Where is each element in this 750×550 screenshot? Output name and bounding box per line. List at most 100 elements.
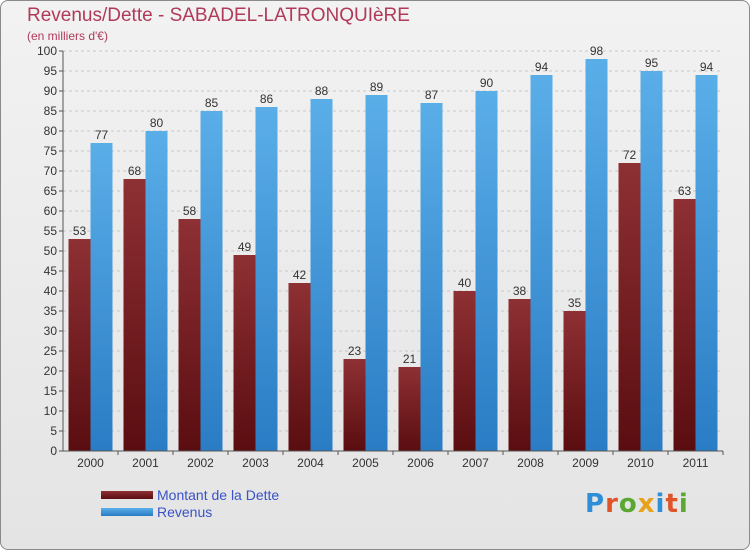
- proxiti-logo: Proxiti: [585, 489, 689, 519]
- bar-dette-2009: [563, 311, 586, 451]
- y-tick-label-95: 95: [44, 64, 58, 78]
- bar-dette-2007: [453, 291, 476, 451]
- bar-revenus-2008: [530, 75, 553, 451]
- bar-dette-2006: [398, 367, 421, 451]
- y-tick-label-80: 80: [44, 124, 58, 138]
- bar-revenus-2002: [200, 111, 223, 451]
- bar-dette-2002: [178, 219, 201, 451]
- x-tick-label-2006: 2006: [407, 456, 434, 470]
- bar-dette-2005: [343, 359, 366, 451]
- bar-dette-2010: [618, 163, 641, 451]
- y-tick-label-75: 75: [44, 144, 58, 158]
- data-label-dette-2007: 40: [458, 276, 472, 290]
- x-tick-label-2011: 2011: [683, 456, 709, 470]
- logo-letter: P: [585, 489, 606, 519]
- bar-dette-2004: [288, 283, 311, 451]
- data-label-dette-2010: 72: [623, 148, 637, 162]
- data-label-revenus-2001: 80: [150, 116, 164, 130]
- data-label-dette-2003: 49: [238, 240, 252, 254]
- y-tick-label-100: 100: [37, 44, 57, 58]
- legend-label-dette: Montant de la Dette: [157, 487, 280, 503]
- data-label-revenus-2000: 77: [95, 128, 109, 142]
- x-tick-label-2004: 2004: [297, 456, 324, 470]
- legend-label-revenus: Revenus: [157, 504, 213, 520]
- grid-lines: [63, 50, 723, 452]
- chart-subtitle: (en milliers d'€): [27, 29, 108, 43]
- data-label-revenus-2003: 86: [260, 92, 274, 106]
- data-label-revenus-2007: 90: [480, 76, 494, 90]
- y-tick-label-30: 30: [44, 324, 58, 338]
- data-label-revenus-2005: 89: [370, 80, 384, 94]
- data-label-dette-2002: 58: [183, 204, 197, 218]
- data-label-dette-2000: 53: [73, 224, 87, 238]
- x-tick-label-2007: 2007: [462, 456, 489, 470]
- y-tick-label-10: 10: [44, 404, 58, 418]
- x-tick-label-2002: 2002: [187, 456, 214, 470]
- x-tick-label-2001: 2001: [132, 456, 159, 470]
- bar-revenus-2003: [255, 107, 278, 451]
- y-tick-label-5: 5: [50, 424, 57, 438]
- data-label-dette-2001: 68: [128, 164, 142, 178]
- bar-revenus-2007: [475, 91, 498, 451]
- data-label-revenus-2009: 98: [590, 44, 604, 58]
- bar-revenus-2010: [640, 71, 663, 451]
- y-tick-label-70: 70: [44, 164, 58, 178]
- x-tick-label-2003: 2003: [242, 456, 269, 470]
- logo-letter: r: [605, 489, 619, 519]
- legend-swatch-revenus: [101, 508, 153, 516]
- data-labels: 53 77 68 80 58 85 49 86 42 88 23 89 21 87 40 90 38 94 35 98…: [73, 44, 714, 366]
- data-label-revenus-2002: 85: [205, 96, 219, 110]
- data-label-dette-2008: 38: [513, 284, 527, 298]
- data-label-dette-2004: 42: [293, 268, 307, 282]
- data-label-revenus-2011: 94: [700, 60, 714, 74]
- data-label-revenus-2004: 88: [315, 84, 329, 98]
- data-label-dette-2005: 23: [348, 344, 362, 358]
- bar-revenus-2004: [310, 99, 333, 451]
- bar-revenus-2001: [145, 131, 168, 451]
- y-tick-label-55: 55: [44, 224, 58, 238]
- x-tick-label-2000: 2000: [77, 456, 104, 470]
- bar-revenus-2000: [90, 143, 113, 451]
- y-tick-label-20: 20: [44, 364, 58, 378]
- y-tick-label-45: 45: [44, 264, 58, 278]
- logo-letter: t: [665, 489, 679, 519]
- logo-letter: i: [678, 489, 689, 519]
- bar-dette-2000: [68, 239, 91, 451]
- bar-revenus-2011: [695, 75, 718, 451]
- logo-letter: o: [618, 489, 638, 519]
- bars: [68, 59, 718, 451]
- bar-dette-2008: [508, 299, 531, 451]
- data-label-dette-2009: 35: [568, 296, 582, 310]
- y-tick-label-15: 15: [44, 384, 58, 398]
- data-label-revenus-2008: 94: [535, 60, 549, 74]
- chart-title: Revenus/Dette - SABADEL-LATRONQUIèRE: [27, 5, 410, 26]
- x-tick-label-2005: 2005: [352, 456, 379, 470]
- x-tick-label-2010: 2010: [627, 456, 654, 470]
- data-label-revenus-2006: 87: [425, 88, 439, 102]
- y-tick-label-85: 85: [44, 104, 58, 118]
- logo-letter: i: [655, 489, 666, 519]
- y-tick-label-60: 60: [44, 204, 58, 218]
- bar-dette-2001: [123, 179, 146, 451]
- data-label-revenus-2010: 95: [645, 56, 659, 70]
- data-label-dette-2011: 63: [678, 184, 692, 198]
- x-tick-label-2009: 2009: [572, 456, 599, 470]
- y-tick-label-25: 25: [44, 344, 58, 358]
- bar-revenus-2005: [365, 95, 388, 451]
- legend-swatch-dette: [101, 491, 153, 499]
- y-tick-label-35: 35: [44, 304, 58, 318]
- bar-dette-2011: [673, 199, 696, 451]
- axes: 0 5 10 15 20 25 30 35 40 45 50 55 60 65 70 75 80 85 90 95 10…: [37, 44, 724, 470]
- data-label-dette-2006: 21: [403, 352, 417, 366]
- y-tick-label-50: 50: [44, 244, 58, 258]
- y-tick-label-0: 0: [50, 444, 57, 458]
- y-tick-label-40: 40: [44, 284, 58, 298]
- y-tick-label-90: 90: [44, 84, 58, 98]
- bar-revenus-2009: [585, 59, 608, 451]
- bar-revenus-2006: [420, 103, 443, 451]
- y-tick-label-65: 65: [44, 184, 58, 198]
- x-tick-label-2008: 2008: [517, 456, 544, 470]
- bar-dette-2003: [233, 255, 256, 451]
